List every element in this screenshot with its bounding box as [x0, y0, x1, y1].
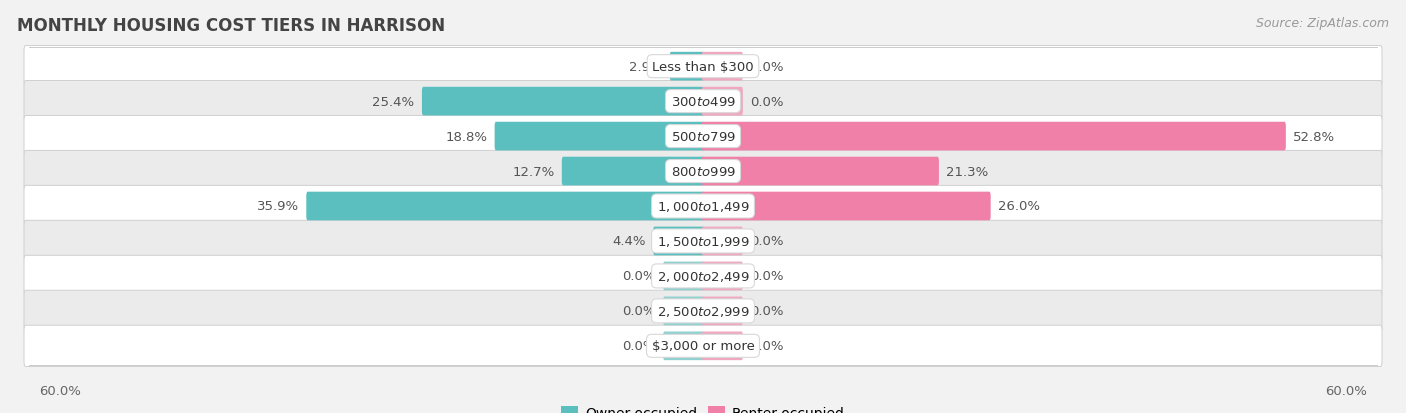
FancyBboxPatch shape	[702, 88, 742, 116]
Text: Source: ZipAtlas.com: Source: ZipAtlas.com	[1256, 17, 1389, 29]
FancyBboxPatch shape	[702, 262, 742, 291]
FancyBboxPatch shape	[702, 297, 742, 325]
Text: 0.0%: 0.0%	[751, 305, 785, 318]
FancyBboxPatch shape	[24, 81, 1382, 122]
Text: 60.0%: 60.0%	[39, 384, 82, 397]
Text: 18.8%: 18.8%	[446, 130, 486, 143]
Text: MONTHLY HOUSING COST TIERS IN HARRISON: MONTHLY HOUSING COST TIERS IN HARRISON	[17, 17, 444, 34]
FancyBboxPatch shape	[702, 332, 742, 360]
Text: 0.0%: 0.0%	[751, 95, 785, 108]
FancyBboxPatch shape	[702, 157, 939, 186]
Text: 12.7%: 12.7%	[512, 165, 554, 178]
FancyBboxPatch shape	[307, 192, 704, 221]
Text: $3,000 or more: $3,000 or more	[651, 339, 755, 352]
FancyBboxPatch shape	[24, 325, 1382, 367]
FancyBboxPatch shape	[664, 262, 704, 291]
Text: 60.0%: 60.0%	[1324, 384, 1367, 397]
FancyBboxPatch shape	[24, 221, 1382, 262]
Text: $2,500 to $2,999: $2,500 to $2,999	[657, 304, 749, 318]
Text: Less than $300: Less than $300	[652, 61, 754, 74]
Text: $500 to $799: $500 to $799	[671, 130, 735, 143]
Text: 25.4%: 25.4%	[373, 95, 415, 108]
Text: 2.9%: 2.9%	[628, 61, 662, 74]
FancyBboxPatch shape	[24, 116, 1382, 157]
FancyBboxPatch shape	[702, 122, 1286, 151]
Text: $1,500 to $1,999: $1,500 to $1,999	[657, 235, 749, 248]
Text: 0.0%: 0.0%	[751, 61, 785, 74]
FancyBboxPatch shape	[669, 53, 704, 81]
Text: 0.0%: 0.0%	[751, 235, 785, 248]
Text: 4.4%: 4.4%	[612, 235, 645, 248]
FancyBboxPatch shape	[702, 53, 742, 81]
FancyBboxPatch shape	[24, 291, 1382, 332]
FancyBboxPatch shape	[702, 227, 742, 256]
Text: 26.0%: 26.0%	[998, 200, 1040, 213]
FancyBboxPatch shape	[495, 122, 704, 151]
FancyBboxPatch shape	[664, 297, 704, 325]
Text: 0.0%: 0.0%	[621, 339, 655, 352]
Text: 0.0%: 0.0%	[621, 305, 655, 318]
Text: 0.0%: 0.0%	[751, 270, 785, 283]
FancyBboxPatch shape	[422, 88, 704, 116]
Text: 35.9%: 35.9%	[257, 200, 299, 213]
Text: 0.0%: 0.0%	[751, 339, 785, 352]
FancyBboxPatch shape	[562, 157, 704, 186]
Text: $300 to $499: $300 to $499	[671, 95, 735, 108]
Text: 21.3%: 21.3%	[946, 165, 988, 178]
FancyBboxPatch shape	[654, 227, 704, 256]
Text: $2,000 to $2,499: $2,000 to $2,499	[657, 269, 749, 283]
Text: 52.8%: 52.8%	[1294, 130, 1336, 143]
FancyBboxPatch shape	[24, 46, 1382, 88]
FancyBboxPatch shape	[664, 332, 704, 360]
FancyBboxPatch shape	[702, 192, 991, 221]
Text: $1,000 to $1,499: $1,000 to $1,499	[657, 199, 749, 214]
FancyBboxPatch shape	[24, 151, 1382, 192]
Legend: Owner-occupied, Renter-occupied: Owner-occupied, Renter-occupied	[555, 401, 851, 413]
FancyBboxPatch shape	[24, 256, 1382, 297]
Text: $800 to $999: $800 to $999	[671, 165, 735, 178]
Text: 0.0%: 0.0%	[621, 270, 655, 283]
FancyBboxPatch shape	[24, 186, 1382, 227]
